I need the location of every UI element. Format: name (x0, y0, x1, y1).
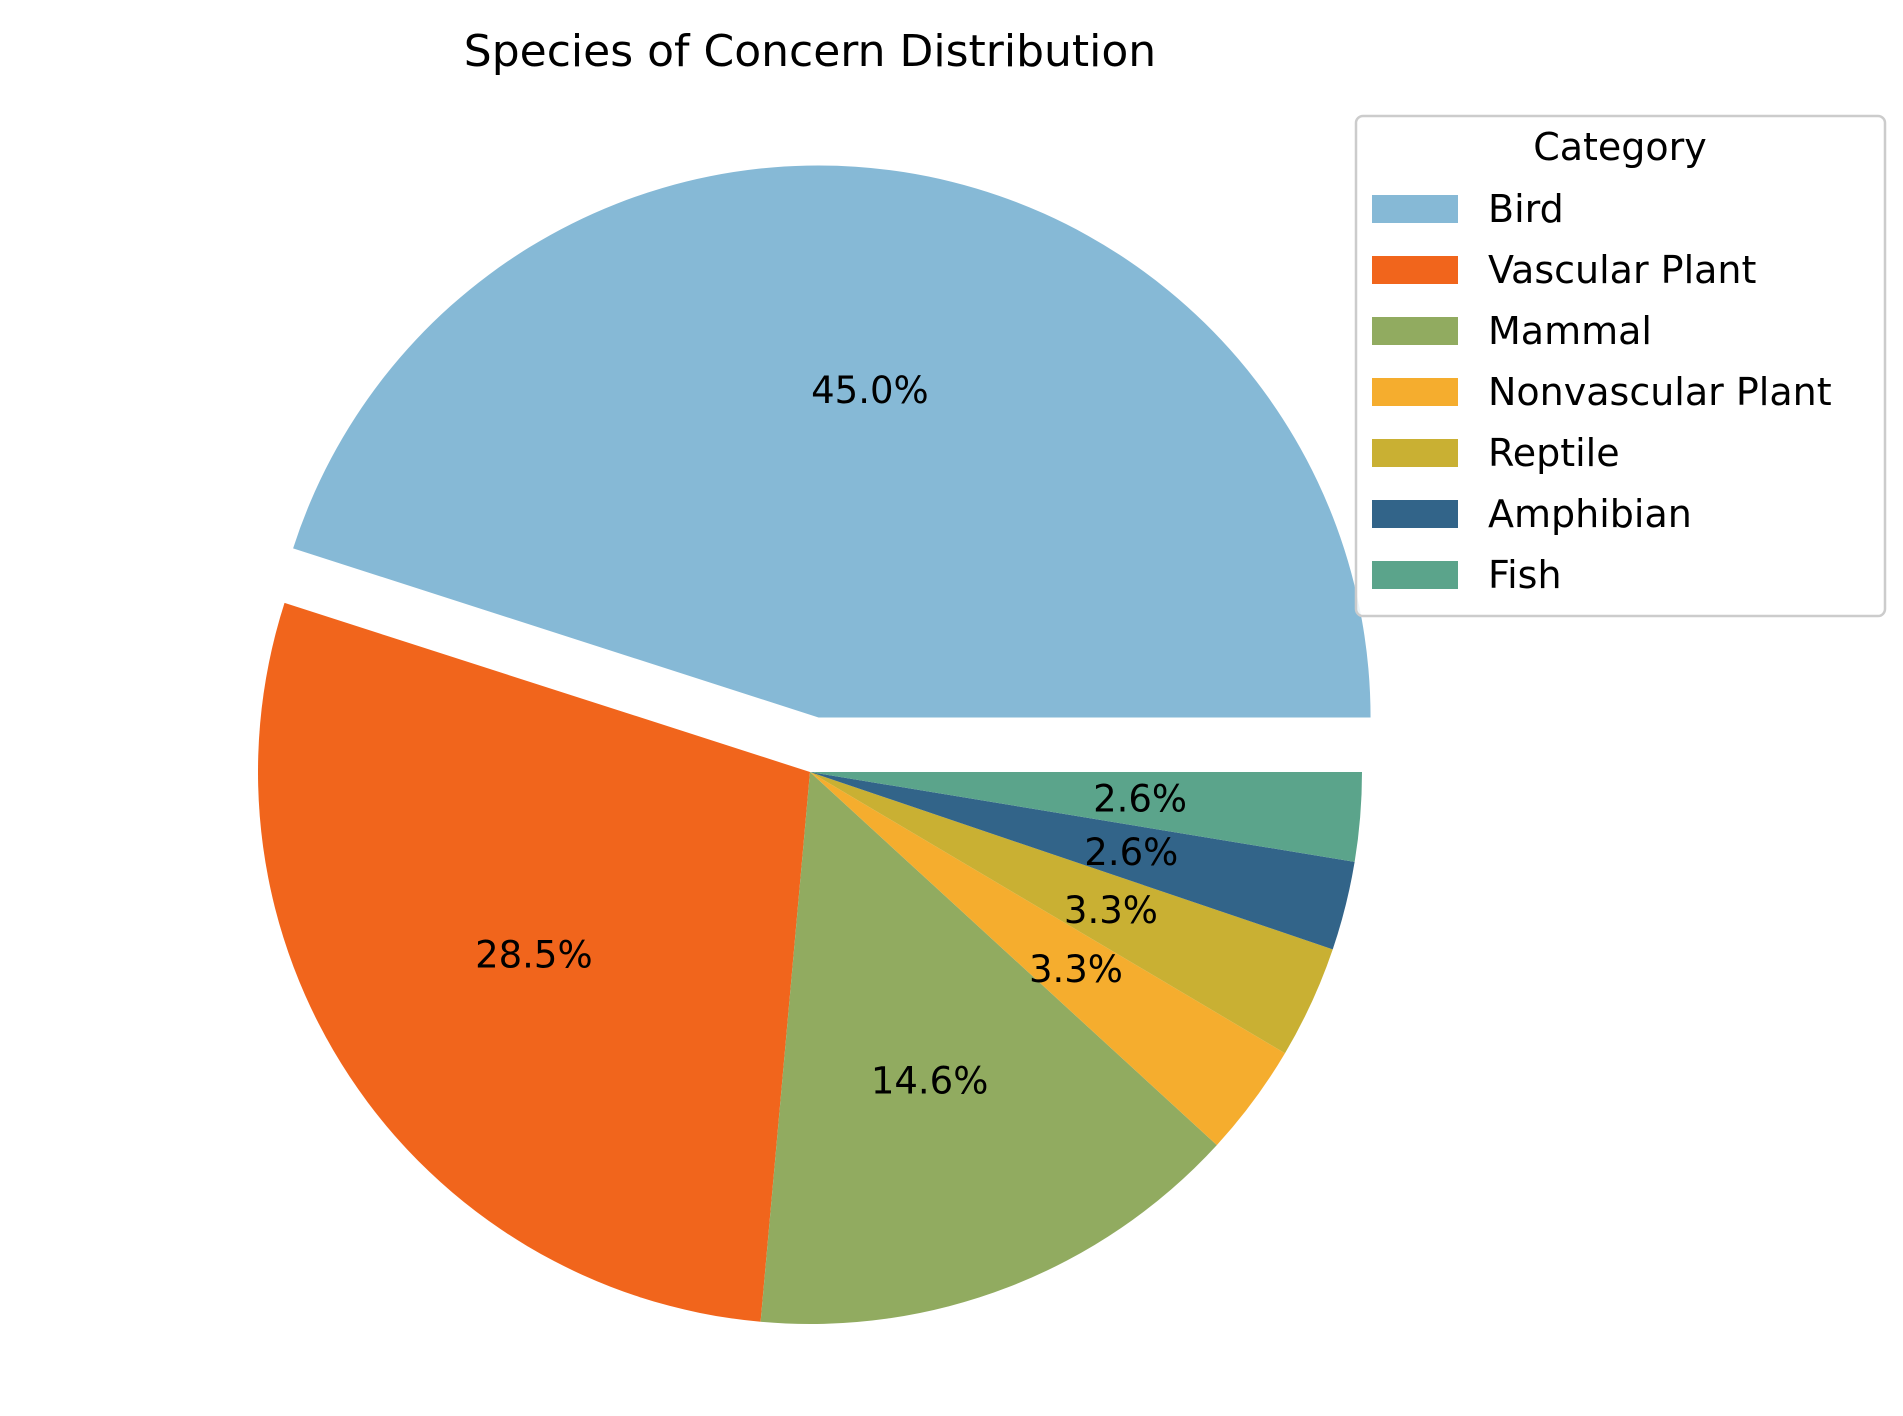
pie-label-reptile: 3.3% (1064, 889, 1158, 932)
pie-slice-vascular-plant (258, 602, 811, 1322)
pie-slice-bird (293, 165, 1371, 718)
legend-label-reptile: Reptile (1488, 431, 1620, 475)
pie-label-vascular-plant: 28.5% (475, 933, 593, 976)
legend-frame (1354, 114, 1887, 618)
legend-label-vascular-plant: Vascular Plant (1488, 248, 1756, 292)
legend-label-nonvascular-plant: Nonvascular Plant (1488, 370, 1832, 414)
chart-title: Species of Concern Distribution (464, 26, 1156, 77)
legend-label-mammal: Mammal (1488, 309, 1652, 353)
pie-slice-amphibian (810, 772, 1355, 950)
legend-label-bird: Bird (1488, 187, 1564, 231)
legend-label-amphibian: Amphibian (1488, 492, 1692, 536)
legend-items: Bird Vascular Plant Mammal Nonvascular Plan… (1372, 187, 1832, 597)
pie-slice-mammal (760, 772, 1217, 1324)
pie-slice-reptile (810, 772, 1333, 1054)
pie-percentage-labels: 45.0% 28.5% 14.6% 3.3% 3.3% 2.6% 2.6% (475, 369, 1187, 1103)
legend-swatch-vascular-plant (1372, 256, 1458, 284)
pie-slice-fish (810, 772, 1362, 862)
legend-swatch-mammal (1372, 317, 1458, 345)
legend-swatch-bird (1372, 195, 1458, 223)
pie-label-bird: 45.0% (811, 369, 929, 412)
pie-slices (258, 165, 1371, 1324)
legend-swatch-reptile (1372, 439, 1458, 467)
pie-label-mammal: 14.6% (871, 1059, 989, 1102)
pie-label-amphibian: 2.6% (1084, 831, 1178, 874)
legend-swatch-amphibian (1372, 500, 1458, 528)
pie-slice-nonvascular-plant (810, 772, 1285, 1146)
pie-label-fish: 2.6% (1093, 778, 1187, 821)
legend-swatch-fish (1372, 561, 1458, 589)
legend-swatch-nonvascular-plant (1372, 378, 1458, 406)
legend: Category Bird Vascular Plant Mammal Nonvasc… (1354, 114, 1887, 618)
legend-title: Category (1533, 125, 1707, 169)
pie-label-nonvascular-plant: 3.3% (1029, 948, 1123, 991)
legend-label-fish: Fish (1488, 553, 1562, 597)
